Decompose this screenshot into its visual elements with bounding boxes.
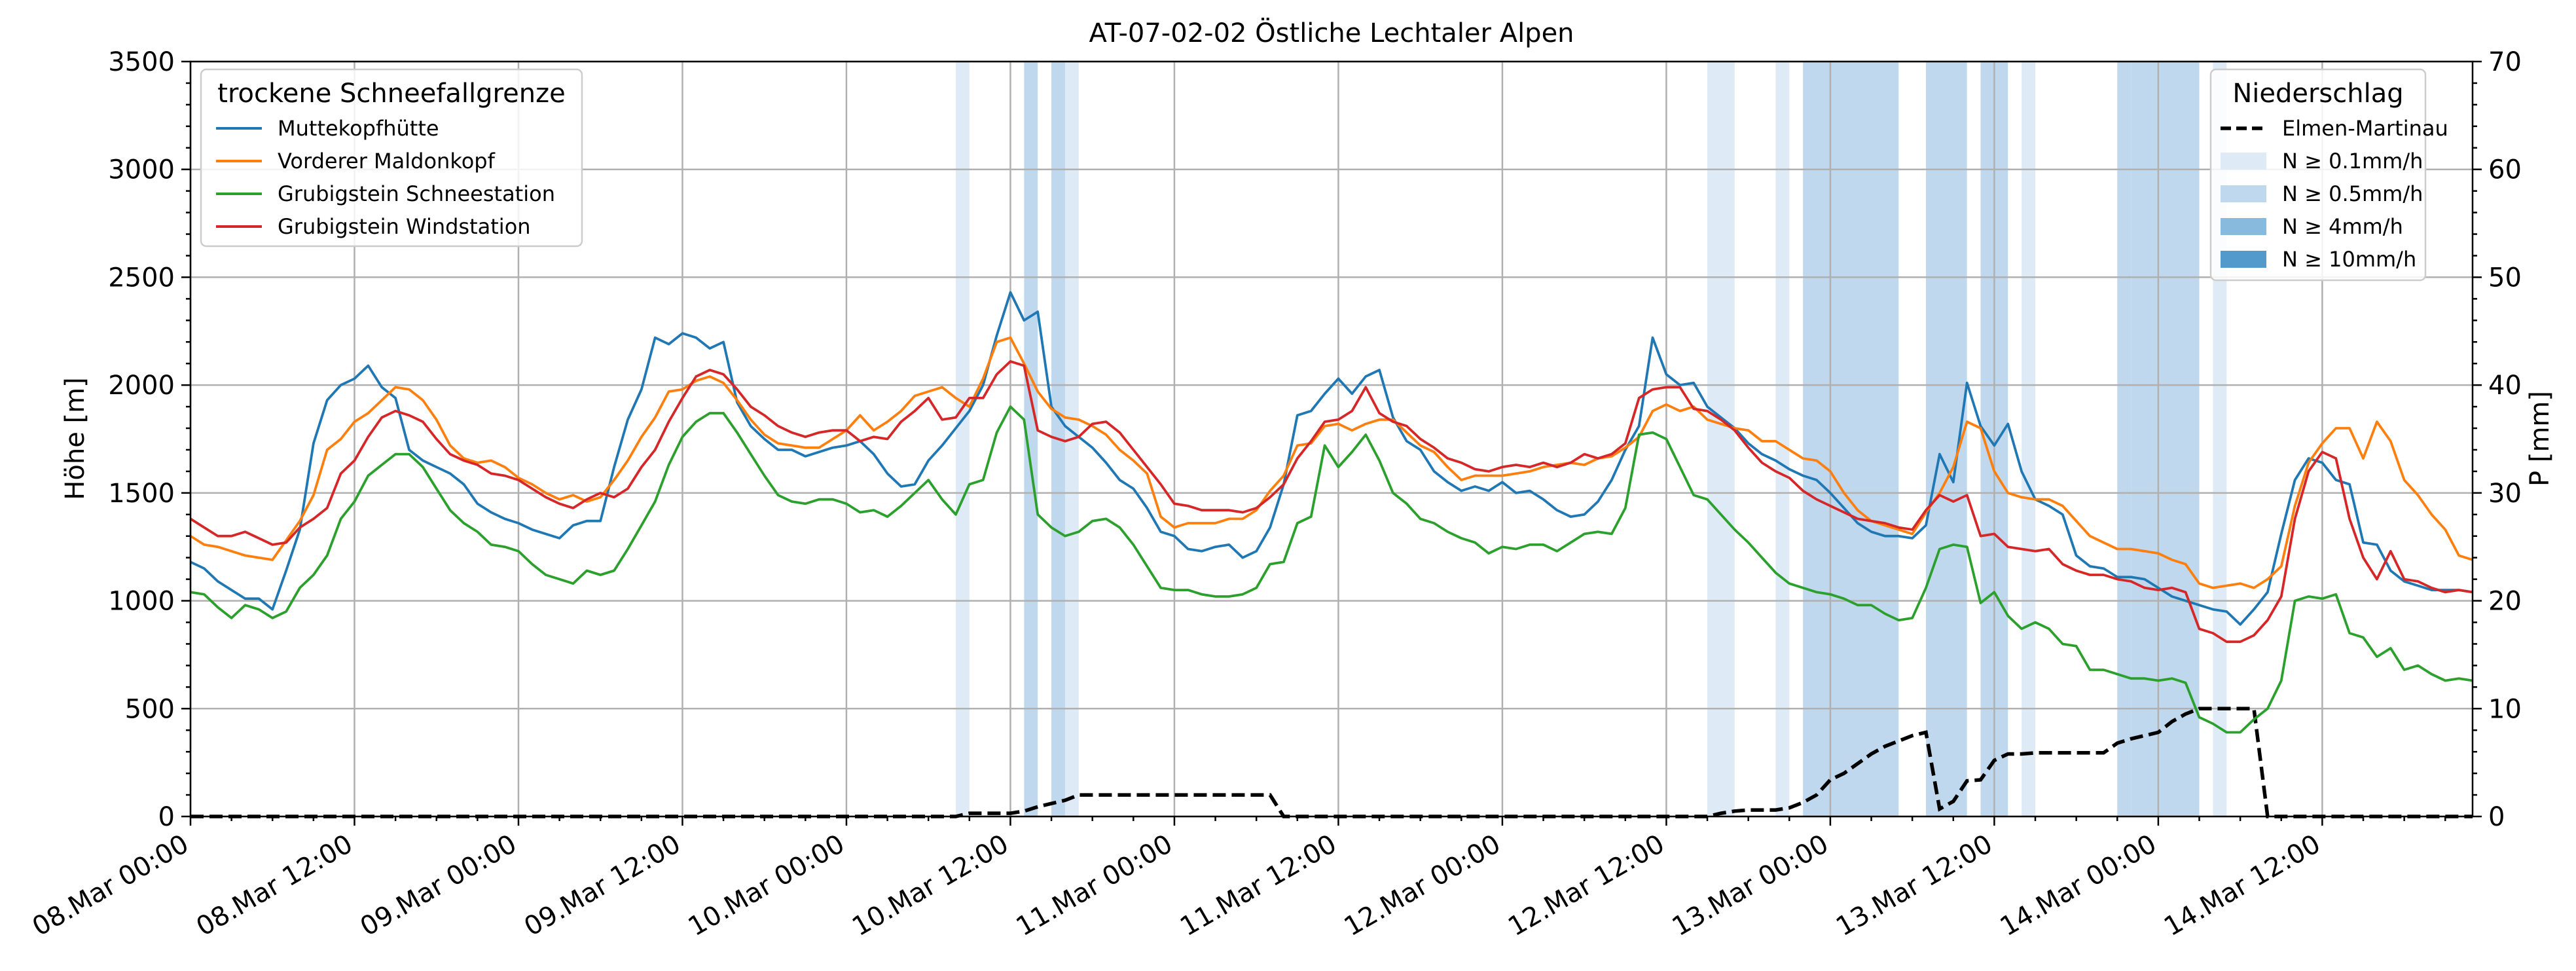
legend-entry-label: Grubigstein Schneestation — [278, 181, 555, 206]
chart-title: AT-07-02-02 Östliche Lechtaler Alpen — [1089, 17, 1574, 48]
y-tick-label: 500 — [125, 694, 175, 724]
precip-span-5 — [1775, 62, 1790, 816]
legend-swatch — [2221, 185, 2266, 202]
x-tick-label: 12.Mar 12:00 — [1503, 829, 1669, 942]
legend-entry-label: Elmen-Martinau — [2282, 116, 2448, 141]
y-axis-label: Höhe [m] — [60, 377, 90, 500]
y-tick-label: 1500 — [108, 479, 175, 509]
legend-swatch — [2221, 218, 2266, 235]
precip-span-4 — [1707, 62, 1735, 816]
x-tick-label: 08.Mar 00:00 — [27, 829, 194, 942]
precip-span-1 — [1024, 62, 1038, 816]
legend-entry-label: Grubigstein Windstation — [278, 214, 531, 239]
y-tick-label: 3500 — [108, 47, 175, 77]
precipitation-layer — [190, 706, 2473, 818]
y2-tick-label: 30 — [2488, 479, 2522, 509]
series-line-0 — [190, 291, 2473, 626]
x-tick-label: 09.Mar 12:00 — [519, 829, 685, 942]
precipitation-spans — [955, 62, 2227, 816]
legend-swatch — [2221, 153, 2266, 170]
precip-span-11 — [2131, 62, 2200, 816]
x-tick-label: 13.Mar 12:00 — [1831, 829, 1997, 942]
legend-precipitation: Niederschlag Elmen-Martinau N ≥ 0.1mm/h N … — [2209, 68, 2448, 282]
x-tick-label: 14.Mar 00:00 — [1995, 829, 2162, 942]
legend-precipitation-title: Niederschlag — [2232, 79, 2403, 109]
legend-snowfall-title: trockene Schneefallgrenze — [217, 79, 565, 109]
plot-frame — [189, 60, 2474, 818]
y-tick-label: 1000 — [108, 587, 175, 617]
y2-tick-label: 20 — [2488, 587, 2522, 617]
y2-tick-label: 0 — [2488, 802, 2505, 832]
x-tick-label: 14.Mar 12:00 — [2159, 829, 2325, 942]
y2-tick-label: 70 — [2488, 47, 2522, 77]
series-line-1 — [189, 336, 2473, 589]
x-tick-label: 11.Mar 12:00 — [1175, 829, 1341, 942]
y2-tick-label: 50 — [2488, 263, 2522, 293]
legend-entry-label: N ≥ 0.1mm/h — [2282, 149, 2423, 174]
axis-ticks — [181, 60, 2482, 826]
x-tick-label: 09.Mar 00:00 — [355, 829, 522, 942]
x-tick-label: 13.Mar 00:00 — [1667, 829, 1834, 942]
precip-span-9 — [2022, 62, 2036, 816]
precip-line-elmen-martinau — [190, 706, 2473, 818]
legend-snowfall-box — [200, 68, 583, 247]
series-line-3 — [189, 360, 2473, 644]
precip-span-10 — [2117, 62, 2132, 816]
legend-entry-label: N ≥ 10mm/h — [2282, 247, 2416, 272]
legend-entry-label: N ≥ 0.5mm/h — [2282, 181, 2423, 206]
legend-entry-label: Vorderer Maldonkopf — [278, 149, 496, 174]
x-tick-label: 11.Mar 00:00 — [1011, 829, 1178, 942]
y2-tick-label: 40 — [2488, 371, 2522, 401]
legend-swatch — [2221, 251, 2266, 268]
precip-span-6 — [1803, 62, 1899, 816]
series-line-2 — [190, 405, 2473, 734]
y-tick-label: 2000 — [108, 371, 175, 401]
precip-span-0 — [955, 62, 970, 816]
y-tick-label: 2500 — [108, 263, 175, 293]
y2-axis-label: P [mm] — [2525, 391, 2555, 486]
y-tick-label: 3000 — [108, 155, 175, 185]
series-layer — [189, 291, 2473, 734]
x-tick-label: 12.Mar 00:00 — [1339, 829, 1506, 942]
x-tick-label: 08.Mar 12:00 — [191, 829, 357, 942]
x-tick-label: 10.Mar 00:00 — [683, 829, 850, 942]
legend-entry-label: N ≥ 4mm/h — [2282, 214, 2403, 239]
legend-entry-label: Muttekopfhütte — [278, 116, 439, 141]
legend-snowfall: trockene Schneefallgrenze Muttekopfhütte… — [200, 68, 583, 247]
y2-tick-label: 10 — [2488, 694, 2522, 724]
x-tick-label: 10.Mar 12:00 — [847, 829, 1013, 942]
y-tick-label: 0 — [158, 802, 175, 832]
y2-tick-label: 60 — [2488, 155, 2522, 185]
